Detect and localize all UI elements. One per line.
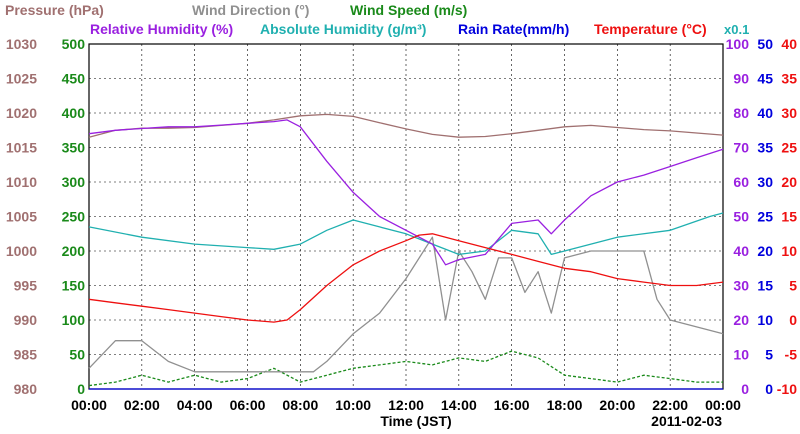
wind-axis-tick-label: 500 bbox=[62, 36, 86, 52]
temperature-axis-tick-label: -5 bbox=[785, 347, 798, 363]
humidity-axis-tick-label: 100 bbox=[726, 36, 750, 52]
x-tick-label: 02:00 bbox=[124, 397, 160, 413]
wind-axis-tick-label: 400 bbox=[62, 105, 86, 121]
pressure-axis-tick-label: 1025 bbox=[6, 71, 37, 87]
temperature-axis-tick-label: -10 bbox=[777, 381, 797, 397]
wind-axis-tick-label: 350 bbox=[62, 140, 86, 156]
pressure-axis-tick-label: 1030 bbox=[6, 36, 37, 52]
legend-wind-speed: Wind Speed (m/s) bbox=[350, 2, 467, 18]
series-line-humidity-relative bbox=[88, 119, 724, 266]
x-tick-label: 00:00 bbox=[705, 397, 741, 413]
x-tick-label: 16:00 bbox=[494, 397, 530, 413]
temperature-axis-tick-label: 40 bbox=[781, 36, 797, 52]
rain-axis-tick-label: 35 bbox=[757, 140, 773, 156]
x-tick-label: 18:00 bbox=[547, 397, 583, 413]
humidity-axis-tick-label: 80 bbox=[733, 105, 749, 121]
date-label: 2011-02-03 bbox=[651, 413, 722, 429]
x-tick-label: 12:00 bbox=[388, 397, 424, 413]
temperature-axis-tick-label: 30 bbox=[781, 105, 797, 121]
humidity-axis-tick-label: 30 bbox=[733, 278, 749, 294]
legend-temperature: Temperature (°C) bbox=[594, 21, 707, 37]
pressure-axis-tick-label: 1015 bbox=[6, 140, 37, 156]
temperature-axis-tick-label: 35 bbox=[781, 71, 797, 87]
legend-relative-humidity: Relative Humidity (%) bbox=[90, 21, 233, 37]
temperature-axis-tick-label: 10 bbox=[781, 243, 797, 259]
wind-axis-tick-label: 0 bbox=[77, 381, 85, 397]
temperature-axis-tick-label: 20 bbox=[781, 174, 797, 190]
wind-axis-tick-label: 50 bbox=[69, 347, 85, 363]
grid bbox=[89, 44, 723, 389]
rain-axis-tick-label: 15 bbox=[757, 278, 773, 294]
rain-axis-tick-label: 45 bbox=[757, 71, 773, 87]
wind-axis-tick-label: 200 bbox=[62, 243, 86, 259]
pressure-axis-tick-label: 1010 bbox=[6, 174, 37, 190]
wind-axis-tick-label: 300 bbox=[62, 174, 86, 190]
humidity-axis-tick-label: 10 bbox=[733, 347, 749, 363]
legend-wind-direction: Wind Direction (°) bbox=[192, 2, 309, 18]
legend: Pressure (hPa) Wind Direction (°) Wind S… bbox=[5, 2, 749, 37]
pressure-axis-tick-label: 980 bbox=[14, 381, 38, 397]
wind-axis-tick-label: 250 bbox=[62, 209, 86, 225]
rain-axis-tick-label: 20 bbox=[757, 243, 773, 259]
pressure-axis-tick-label: 1000 bbox=[6, 243, 37, 259]
legend-pressure: Pressure (hPa) bbox=[5, 2, 104, 18]
x-ticks: 00:00 02:00 04:00 06:00 08:00 10:00 12:00 14:00… bbox=[71, 397, 741, 413]
series-layer bbox=[88, 113, 724, 390]
humidity-axis-tick-label: 50 bbox=[733, 209, 749, 225]
x-tick-label: 08:00 bbox=[282, 397, 318, 413]
series-line-temperature-temperature bbox=[88, 233, 724, 323]
x-tick-label: 14:00 bbox=[441, 397, 477, 413]
humidity-axis-tick-label: 60 bbox=[733, 174, 749, 190]
legend-rain-rate: Rain Rate(mm/h) bbox=[458, 21, 569, 37]
temperature-axis-tick-label: 5 bbox=[789, 278, 797, 294]
x-tick-label: 00:00 bbox=[71, 397, 107, 413]
x-tick-label: 06:00 bbox=[230, 397, 266, 413]
x-tick-label: 22:00 bbox=[652, 397, 688, 413]
rain-axis-tick-label: 25 bbox=[757, 209, 773, 225]
rain-axis-tick-label: 30 bbox=[757, 174, 773, 190]
humidity-axis-tick-label: 70 bbox=[733, 140, 749, 156]
temperature-axis-tick-label: 15 bbox=[781, 209, 797, 225]
rain-axis-tick-label: 5 bbox=[765, 347, 773, 363]
wind-axis-tick-label: 450 bbox=[62, 71, 86, 87]
x-tick-label: 20:00 bbox=[599, 397, 635, 413]
pressure-axis-tick-label: 1005 bbox=[6, 209, 37, 225]
legend-absolute-humidity: Absolute Humidity (g/m³) bbox=[260, 21, 426, 37]
rain-axis-tick-label: 10 bbox=[757, 312, 773, 328]
temperature-axis-tick-label: 25 bbox=[781, 140, 797, 156]
humidity-axis-tick-label: 90 bbox=[733, 71, 749, 87]
humidity-axis-tick-label: 40 bbox=[733, 243, 749, 259]
axes: 9809859909951000100510101015102010251030… bbox=[6, 36, 797, 397]
rain-axis-tick-label: 50 bbox=[757, 36, 773, 52]
rain-axis-tick-label: 0 bbox=[765, 381, 773, 397]
wind-axis-tick-label: 100 bbox=[62, 312, 86, 328]
pressure-axis-tick-label: 1020 bbox=[6, 105, 37, 121]
pressure-axis-tick-label: 990 bbox=[14, 312, 38, 328]
pressure-axis-tick-label: 995 bbox=[14, 278, 38, 294]
x-tick-label: 04:00 bbox=[177, 397, 213, 413]
series-line-pressure-pressure bbox=[88, 113, 724, 138]
humidity-axis-tick-label: 0 bbox=[741, 381, 749, 397]
temperature-axis-tick-label: 0 bbox=[789, 312, 797, 328]
pressure-axis-tick-label: 985 bbox=[14, 347, 38, 363]
wind-axis-tick-label: 150 bbox=[62, 278, 86, 294]
rain-axis-tick-label: 40 bbox=[757, 105, 773, 121]
multiplier-note: x0.1 bbox=[724, 22, 749, 37]
series-line-wind-wind bbox=[88, 236, 724, 373]
humidity-axis-tick-label: 20 bbox=[733, 312, 749, 328]
x-axis-label: Time (JST) bbox=[380, 413, 451, 429]
x-tick-label: 10:00 bbox=[335, 397, 371, 413]
